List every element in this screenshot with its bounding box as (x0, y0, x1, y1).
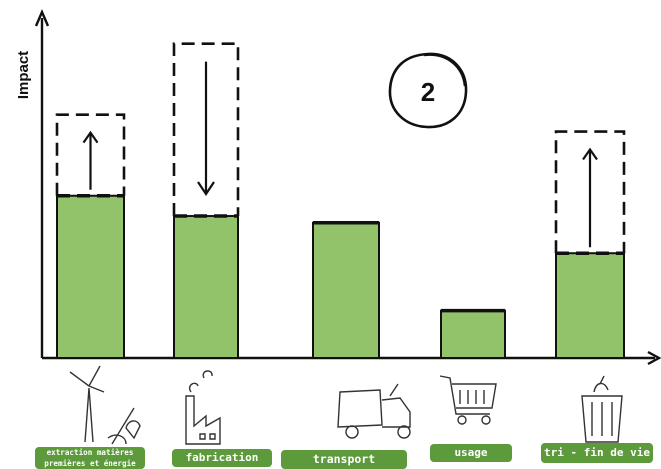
shopping-cart-icon (439, 375, 497, 425)
bar (173, 215, 239, 359)
variation-box (554, 130, 626, 254)
badge-number: 2 (421, 77, 435, 107)
bar (555, 252, 625, 359)
truck-icon (337, 383, 411, 439)
trash-bin-icon (581, 375, 623, 443)
variation-box (55, 113, 126, 196)
category-label: usage (430, 444, 512, 462)
bar (440, 309, 506, 359)
category-label-line: fabrication (185, 451, 259, 464)
category-label: tri - fin de vie (541, 443, 653, 463)
bar (312, 221, 380, 359)
variation-boxes-group (55, 42, 626, 254)
wind-turbine-shovel-icon (69, 365, 141, 445)
factory-icon (185, 370, 221, 445)
scenario-badge: 2 (388, 52, 468, 129)
decrease-arrowhead (197, 181, 215, 197)
y-axis-label: Impact (15, 51, 32, 99)
bars-group (56, 194, 625, 359)
category-label-line: transport (312, 452, 376, 466)
increase-arrowhead (82, 130, 99, 144)
stage-icons-group (69, 365, 623, 445)
increase-arrowhead (582, 147, 598, 161)
category-label: transport (281, 450, 407, 469)
category-label-line: usage (454, 446, 488, 459)
category-label-line: premières et énergie (44, 459, 136, 468)
category-label: fabrication (172, 449, 272, 467)
category-label-line: extraction matières (46, 448, 134, 457)
badge-circle (388, 52, 468, 129)
variation-box (172, 42, 240, 217)
x-axis-arrow (647, 350, 661, 366)
bar (56, 194, 125, 359)
y-axis-arrow (34, 8, 50, 27)
category-label-line: tri - fin de vie (544, 446, 650, 459)
category-label: extraction matières premières et énergie (35, 447, 145, 469)
